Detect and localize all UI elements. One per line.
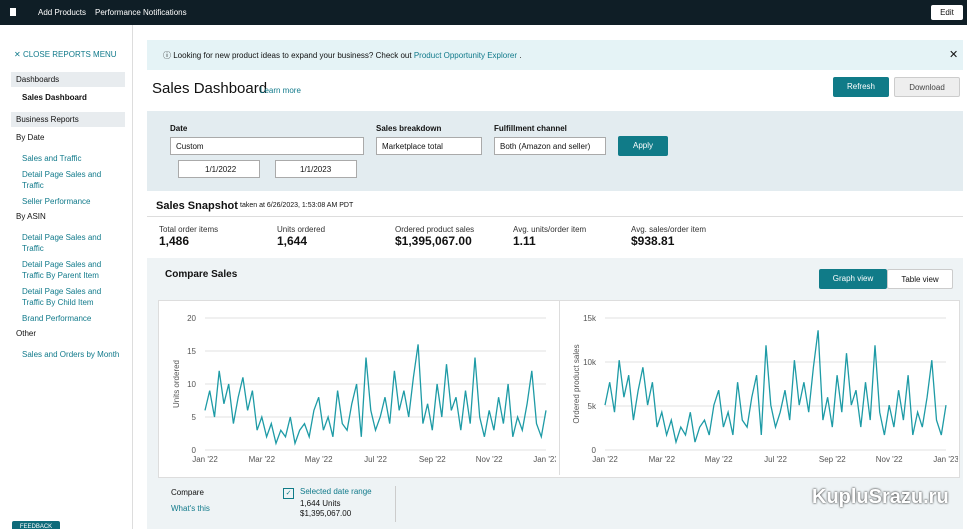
section-title: Sales Snapshot bbox=[156, 200, 238, 212]
metric-value: $938.81 bbox=[631, 234, 675, 248]
text: . bbox=[519, 51, 522, 60]
metric-label: Avg. units/order item bbox=[513, 225, 587, 234]
menu-item[interactable]: Detail Page Sales and Traffic By Child I… bbox=[22, 287, 102, 307]
y-axis-label: Units ordered bbox=[172, 360, 181, 408]
breakdown-select[interactable]: Marketplace total bbox=[376, 137, 482, 155]
graph-view-tab[interactable]: Graph view bbox=[819, 269, 887, 289]
metric-label: Total order items bbox=[159, 225, 219, 234]
top-bar: Add Products Performance Notifications E… bbox=[0, 0, 967, 25]
label: Fulfillment channel bbox=[494, 124, 567, 133]
close-banner[interactable]: ✕ bbox=[949, 49, 959, 61]
link[interactable]: Performance Notifications bbox=[95, 8, 187, 17]
y-tick-label: 5k bbox=[588, 402, 597, 411]
section-title: Compare Sales bbox=[165, 269, 238, 280]
learn-more[interactable]: Learn more bbox=[260, 86, 301, 95]
x-tick-label: Mar '22 bbox=[249, 455, 276, 464]
x-tick-label: Jul '22 bbox=[364, 455, 387, 464]
metric-label: Ordered product sales bbox=[395, 225, 475, 234]
page-title: Sales Dashboard bbox=[152, 80, 268, 97]
x-tick-label: Jan '22 bbox=[192, 455, 218, 464]
group: Other bbox=[16, 329, 37, 338]
compare-label: Compare bbox=[171, 488, 204, 497]
sales: $1,395,067.00 bbox=[300, 509, 352, 518]
link[interactable]: Product Opportunity Explorer bbox=[413, 51, 518, 60]
metric-label: Avg. sales/order item bbox=[631, 225, 706, 234]
group: By Date bbox=[16, 133, 45, 142]
banner-text: ⓘ Looking for new product ideas to expan… bbox=[163, 51, 522, 60]
edit-button[interactable]: Edit bbox=[931, 5, 963, 20]
text: Looking for new product ideas to expand … bbox=[173, 51, 412, 60]
x-tick-label: Jul '22 bbox=[764, 455, 787, 464]
close-menu[interactable]: ✕ CLOSE REPORTS MENU bbox=[14, 50, 117, 59]
metric-value: 1.11 bbox=[513, 234, 536, 248]
menu-item[interactable]: Detail Page Sales and Traffic By Parent … bbox=[22, 260, 102, 280]
banner: ⓘ Looking for new product ideas to expan… bbox=[147, 40, 963, 70]
feedback-button[interactable]: FEEDBACK bbox=[12, 521, 60, 529]
icon bbox=[10, 8, 16, 16]
date-select[interactable]: Custom bbox=[170, 137, 364, 155]
x-tick-label: Nov '22 bbox=[476, 455, 503, 464]
x-tick-label: Jan '23 bbox=[533, 455, 556, 464]
line bbox=[204, 344, 547, 446]
y-tick-label: 15 bbox=[187, 347, 196, 356]
menu-item[interactable]: Sales and Traffic bbox=[22, 154, 82, 163]
x-tick-label: Jan '22 bbox=[592, 455, 618, 464]
selected-range: Selected date range bbox=[300, 487, 372, 496]
timestamp: taken at 6/26/2023, 1:53:08 AM PDT bbox=[240, 202, 354, 209]
y-tick-label: 15k bbox=[583, 314, 597, 323]
section: Dashboards bbox=[11, 72, 125, 87]
x-tick-label: May '22 bbox=[705, 455, 733, 464]
menu-item[interactable]: Seller Performance bbox=[22, 197, 91, 206]
divider bbox=[559, 301, 560, 475]
download-button[interactable]: Download bbox=[894, 77, 960, 97]
y-tick-label: 5 bbox=[192, 413, 197, 422]
menu-item[interactable]: Detail Page Sales and Traffic bbox=[22, 233, 102, 253]
refresh-button[interactable]: Refresh bbox=[833, 77, 889, 97]
y-tick-label: 0 bbox=[592, 446, 597, 455]
filter-panel: Date Custom 1/1/2022 1/1/2023 Sales brea… bbox=[147, 111, 963, 191]
checkbox[interactable]: ✓ bbox=[283, 488, 294, 499]
line bbox=[604, 330, 947, 445]
group: By ASIN bbox=[16, 212, 46, 221]
x-tick-label: Sep '22 bbox=[819, 455, 846, 464]
x-tick-label: Nov '22 bbox=[876, 455, 903, 464]
y-tick-label: 10k bbox=[583, 358, 597, 367]
sidebar: ✕ CLOSE REPORTS MENU Dashboards Sales Da… bbox=[0, 25, 133, 529]
menu-item[interactable]: Detail Page Sales and Traffic bbox=[22, 170, 102, 190]
y-tick-label: 20 bbox=[187, 314, 196, 323]
close-text: CLOSE REPORTS MENU bbox=[22, 50, 117, 59]
y-axis-label: Ordered product sales bbox=[572, 344, 581, 423]
menu-item[interactable]: Sales Dashboard bbox=[22, 93, 87, 102]
metric-value: 1,644 bbox=[277, 234, 308, 248]
label: Sales breakdown bbox=[376, 124, 442, 133]
label: Date bbox=[170, 124, 188, 133]
table-view-tab[interactable]: Table view bbox=[887, 269, 953, 289]
start-date[interactable]: 1/1/2022 bbox=[178, 160, 260, 178]
divider bbox=[395, 486, 396, 522]
apply-button[interactable]: Apply bbox=[618, 136, 668, 156]
link[interactable]: Add Products bbox=[38, 8, 87, 17]
whats-this[interactable]: What's this bbox=[171, 504, 210, 513]
x-tick-label: May '22 bbox=[305, 455, 333, 464]
x-tick-label: Jan '23 bbox=[933, 455, 958, 464]
menu-item[interactable]: Sales and Orders by Month bbox=[22, 350, 120, 359]
metric-value: 1,486 bbox=[159, 234, 190, 248]
chart: 0 5 10 15 20 Units ordered Jan '22 Mar '22 May '… bbox=[172, 314, 556, 464]
y-tick-label: 0 bbox=[192, 446, 197, 455]
divider bbox=[147, 216, 963, 217]
end-date[interactable]: 1/1/2023 bbox=[275, 160, 357, 178]
x-tick-label: Sep '22 bbox=[419, 455, 446, 464]
menu-item[interactable]: Brand Performance bbox=[22, 314, 92, 323]
watermark: KupluSrazu.ru bbox=[812, 486, 949, 508]
section: Business Reports bbox=[11, 112, 125, 127]
chart: 0 5k 10k 15k Ordered product sales Jan '22 Mar… bbox=[572, 314, 958, 464]
units: 1,644 Units bbox=[300, 499, 341, 508]
channel-select[interactable]: Both (Amazon and seller) bbox=[494, 137, 606, 155]
y-tick-label: 10 bbox=[187, 380, 196, 389]
metric-value: $1,395,067.00 bbox=[395, 234, 472, 248]
x-tick-label: Mar '22 bbox=[649, 455, 676, 464]
metric-label: Units ordered bbox=[277, 225, 326, 234]
